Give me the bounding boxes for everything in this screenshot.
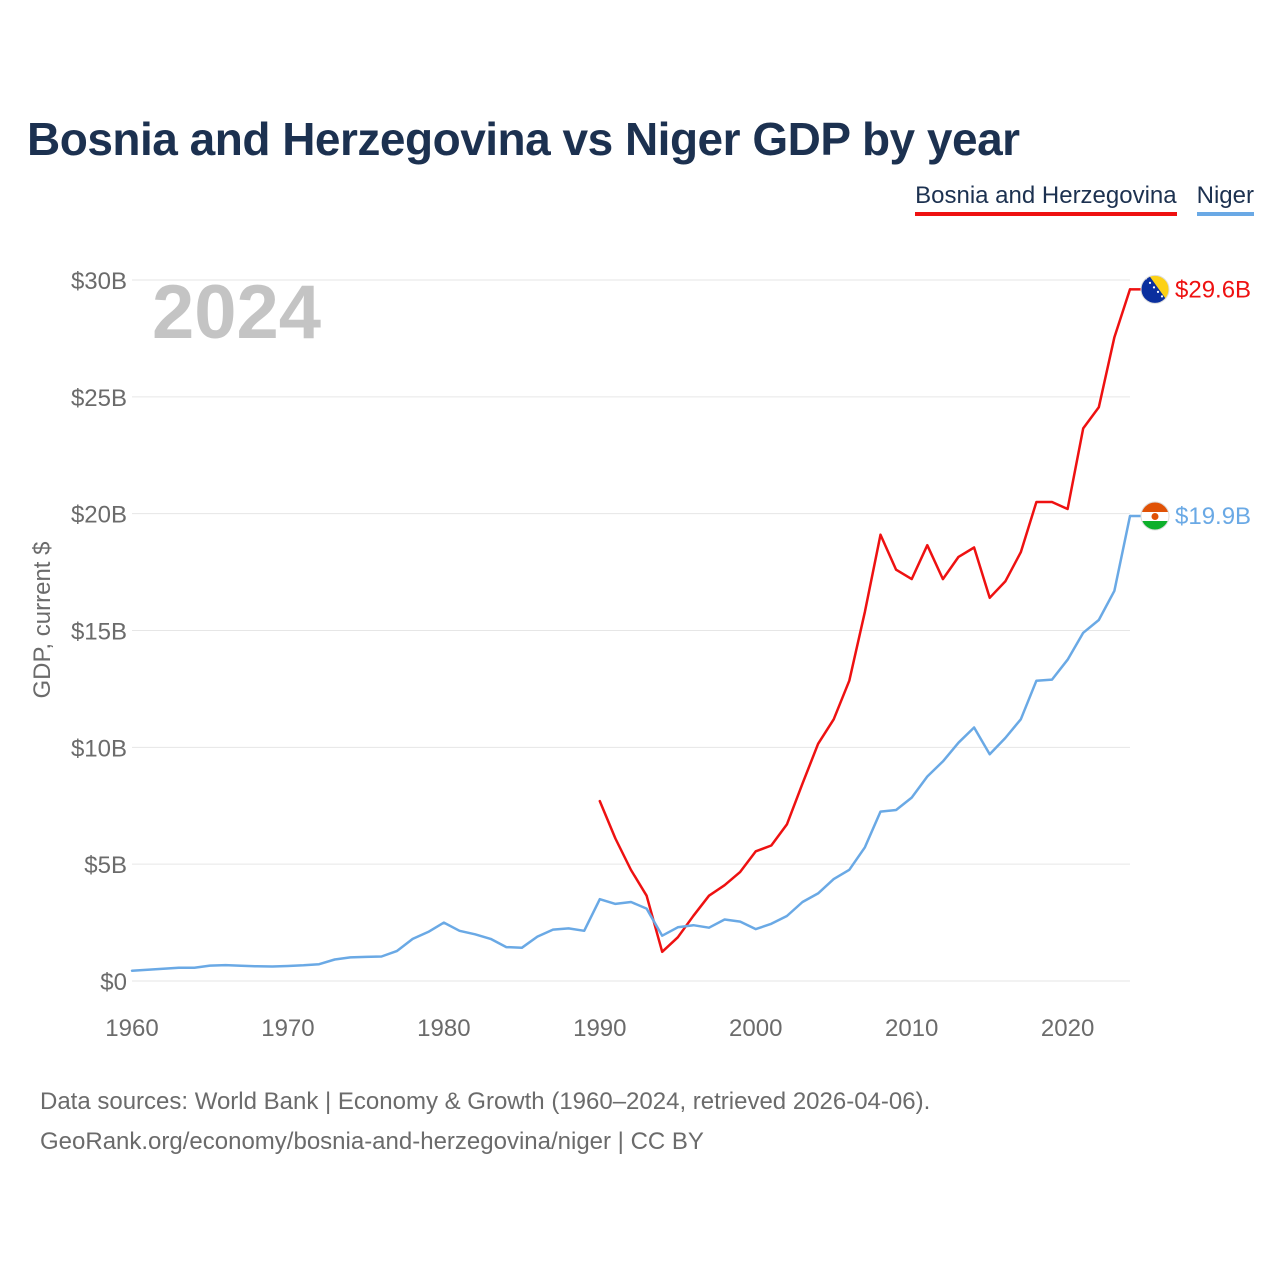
grid-lines [132,279,1130,982]
y-tick-label: $20B [71,502,127,529]
end-value-label: $19.9B [1175,503,1251,530]
x-tick-label: 2000 [729,1015,782,1042]
chart-title: Bosnia and Herzegovina vs Niger GDP by y… [27,113,1020,165]
x-tick-label: 2010 [885,1015,938,1042]
footer-link[interactable]: GeoRank.org/economy/bosnia-and-herzegovi… [40,1128,704,1155]
legend-item-niger[interactable]: Niger [1196,182,1254,216]
y-axis-ticks: $0 $5B $10B $15B $20B $25B $30B [71,268,127,996]
legend-swatch-bosnia [915,212,1177,216]
niger-flag-icon [1140,501,1170,531]
x-tick-label: 2020 [1041,1015,1094,1042]
series-lines [130,288,1132,972]
legend-label-niger: Niger [1196,182,1254,209]
x-tick-label: 1990 [573,1015,626,1042]
y-tick-label: $25B [71,385,127,412]
x-tick-label: 1960 [105,1015,158,1042]
y-tick-label: $15B [71,619,127,646]
end-markers: $29.6B $19.9B [1130,274,1251,531]
legend: Bosnia and Herzegovina Niger [915,182,1254,216]
x-tick-label: 1980 [417,1015,470,1042]
x-axis-ticks: 1960 1970 1980 1990 2000 2010 2020 [105,1015,1094,1042]
end-value-label: $29.6B [1175,276,1251,303]
y-tick-label: $0 [100,969,127,996]
year-watermark: 2024 [152,270,321,355]
series-line-bosnia[interactable] [598,288,1132,954]
y-axis-label: GDP, current $ [29,542,56,699]
y-tick-label: $30B [71,268,127,295]
y-tick-label: $10B [71,735,127,762]
y-tick-label: $5B [84,852,127,879]
legend-swatch-niger [1196,212,1254,216]
legend-item-bosnia[interactable]: Bosnia and Herzegovina [915,182,1177,216]
bosnia-flag-icon [1140,274,1170,304]
series-line-niger[interactable] [130,514,1132,972]
legend-label-bosnia: Bosnia and Herzegovina [915,182,1177,209]
x-tick-label: 1970 [261,1015,314,1042]
footer-sources: Data sources: World Bank | Economy & Gro… [40,1088,931,1115]
footer: Data sources: World Bank | Economy & Gro… [40,1082,930,1162]
